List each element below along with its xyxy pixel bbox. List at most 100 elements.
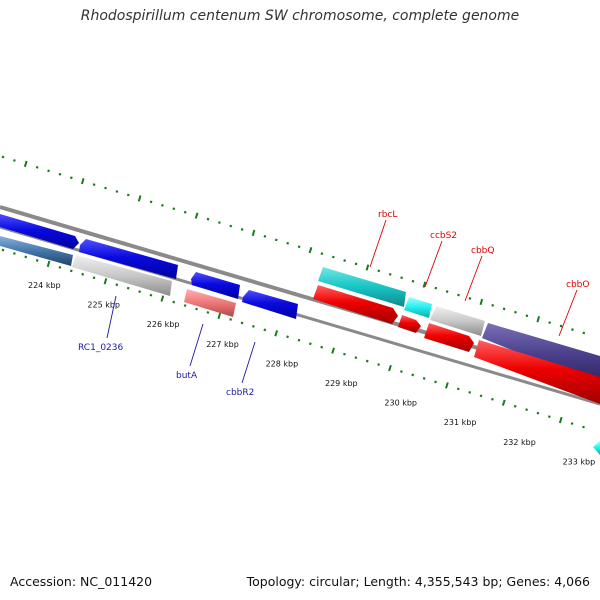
gene-reverse-red-4[interactable] bbox=[474, 340, 600, 404]
gene-rbcL[interactable] bbox=[318, 267, 406, 307]
minor-tick bbox=[365, 359, 369, 363]
major-tick bbox=[137, 195, 142, 202]
minor-tick bbox=[536, 411, 540, 415]
major-tick bbox=[422, 281, 427, 288]
minor-tick bbox=[377, 363, 380, 366]
major-tick bbox=[479, 298, 484, 306]
minor-tick bbox=[47, 169, 50, 173]
minor-tick bbox=[183, 210, 187, 214]
minor-tick bbox=[559, 324, 563, 328]
minor-tick bbox=[274, 238, 278, 242]
label-cbbR2[interactable]: cbbR2 bbox=[226, 388, 254, 398]
gene-reverse-red-1[interactable] bbox=[313, 285, 398, 324]
minor-tick bbox=[434, 286, 438, 290]
minor-tick bbox=[502, 307, 506, 311]
leader-cbbR2 bbox=[241, 341, 256, 384]
minor-tick bbox=[104, 186, 107, 190]
gene-RC1_0236[interactable] bbox=[72, 255, 172, 296]
minor-tick bbox=[13, 159, 16, 162]
major-tick bbox=[501, 399, 506, 406]
major-tick bbox=[251, 229, 256, 237]
minor-tick bbox=[547, 415, 551, 419]
minor-tick bbox=[286, 241, 290, 245]
kbp-label-group: 224 kbp 225 kbp 226 kbp 227 kbp 228 kbp 229 k… bbox=[28, 281, 595, 466]
minor-tick bbox=[297, 338, 301, 342]
minor-tick bbox=[172, 300, 176, 304]
minor-tick bbox=[411, 373, 415, 377]
gene-label-group: rbcL ccbS2 cbbQ cbbO RC1_0236 butA cbbR2 bbox=[78, 210, 589, 398]
minor-tick bbox=[570, 422, 574, 425]
minor-tick bbox=[525, 314, 529, 318]
gene-ccbS2[interactable] bbox=[404, 297, 432, 318]
minor-tick bbox=[354, 262, 358, 266]
kbp-label: 226 kbp bbox=[147, 320, 180, 329]
minor-tick bbox=[297, 245, 301, 249]
major-tick bbox=[331, 347, 335, 354]
minor-tick bbox=[69, 176, 73, 180]
gene-butA[interactable] bbox=[184, 289, 236, 317]
minor-tick bbox=[92, 183, 96, 187]
minor-tick bbox=[149, 200, 153, 204]
minor-tick bbox=[354, 356, 358, 360]
label-rbcL[interactable]: rbcL bbox=[378, 210, 397, 220]
minor-tick bbox=[115, 190, 119, 193]
kbp-label: 232 kbp bbox=[503, 438, 536, 447]
kbp-label: 231 kbp bbox=[444, 418, 477, 427]
minor-tick bbox=[1, 248, 5, 252]
kbp-label: 230 kbp bbox=[384, 399, 417, 408]
minor-tick bbox=[81, 272, 85, 276]
minor-tick bbox=[252, 324, 255, 328]
minor-tick bbox=[13, 252, 16, 255]
minor-tick bbox=[377, 269, 381, 273]
kbp-label: 233 kbp bbox=[563, 457, 596, 466]
accession-text: Accession: NC_011420 bbox=[10, 574, 153, 589]
minor-tick bbox=[434, 380, 437, 384]
major-tick bbox=[558, 416, 563, 424]
label-RC1_0236[interactable]: RC1_0236 bbox=[78, 343, 123, 353]
minor-tick bbox=[206, 311, 210, 314]
minor-tick bbox=[161, 203, 164, 207]
gene-forward-blue-1[interactable] bbox=[0, 214, 79, 249]
minor-tick bbox=[456, 387, 460, 391]
minor-tick bbox=[308, 342, 312, 346]
gene-forward-blue-3[interactable] bbox=[191, 272, 240, 299]
minor-tick bbox=[126, 193, 130, 197]
inner-tick-track bbox=[1, 248, 585, 429]
minor-tick bbox=[195, 307, 198, 311]
major-tick bbox=[160, 295, 165, 302]
minor-tick bbox=[548, 321, 552, 325]
minor-tick bbox=[263, 328, 267, 332]
label-butA[interactable]: butA bbox=[176, 371, 198, 381]
major-tick bbox=[194, 212, 199, 219]
gene-reverse-steel-1[interactable] bbox=[0, 236, 73, 266]
major-tick bbox=[217, 312, 222, 320]
minor-tick bbox=[513, 404, 517, 408]
minor-tick bbox=[240, 321, 244, 325]
major-tick bbox=[46, 260, 51, 268]
minor-tick bbox=[491, 397, 494, 401]
major-tick bbox=[388, 364, 392, 372]
kbp-label: 227 kbp bbox=[206, 340, 239, 349]
minor-tick bbox=[400, 370, 403, 373]
minor-tick bbox=[229, 224, 233, 228]
minor-tick bbox=[24, 255, 28, 259]
topology-text: Topology: circular; Length: 4,355,543 bp… bbox=[246, 574, 590, 589]
gene-right-edge-cyan[interactable] bbox=[593, 441, 600, 455]
minor-tick bbox=[582, 331, 586, 335]
minor-tick bbox=[1, 155, 5, 159]
gene-forward-blue-2[interactable] bbox=[79, 239, 178, 279]
minor-tick bbox=[457, 293, 460, 297]
label-cbbO[interactable]: cbbO bbox=[566, 280, 589, 290]
label-ccbS2[interactable]: ccbS2 bbox=[430, 231, 457, 241]
leader-RC1_0236 bbox=[106, 295, 117, 339]
minor-tick bbox=[126, 286, 130, 290]
gene-reverse-red-2[interactable] bbox=[398, 315, 421, 333]
gene-cbbQ[interactable] bbox=[430, 306, 485, 336]
gene-reverse-red-3[interactable] bbox=[424, 323, 474, 352]
minor-tick bbox=[240, 228, 244, 231]
gene-forward-blue-4[interactable] bbox=[242, 290, 298, 319]
minor-tick bbox=[331, 255, 335, 259]
label-cbbQ[interactable]: cbbQ bbox=[471, 246, 494, 256]
minor-tick bbox=[206, 217, 210, 221]
